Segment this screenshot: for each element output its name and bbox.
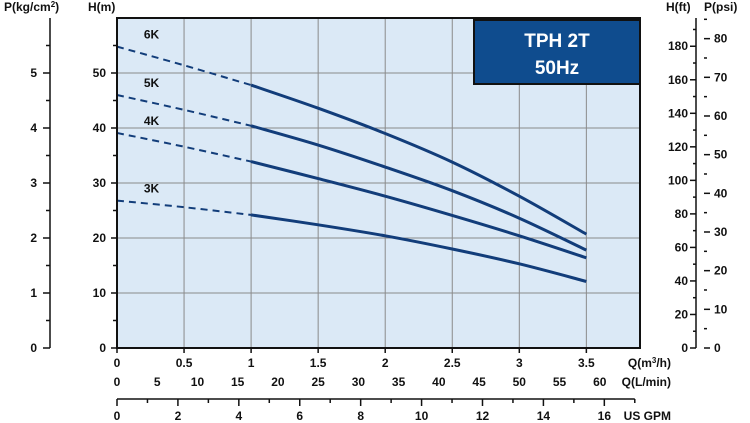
psi-tick-label: 80 xyxy=(714,32,728,46)
curve-labels: 6K 5K 4K 3K xyxy=(144,28,160,196)
gpm-tick-label: 10 xyxy=(415,409,429,423)
curve-4k-solid xyxy=(250,160,587,260)
curve-3k-solid xyxy=(250,213,587,283)
psi-tick-label: 50 xyxy=(714,148,728,162)
y-tick-label: 50 xyxy=(93,66,107,80)
x-tick-label: 3 xyxy=(516,356,523,370)
lmin-tick-label: 10 xyxy=(191,375,205,389)
y-tick-label: 20 xyxy=(93,231,107,245)
title-line-2: 50Hz xyxy=(535,58,579,79)
title-badge: TPH 2T 50Hz xyxy=(473,19,641,85)
gpm-tick-label: 12 xyxy=(476,409,490,423)
lmin-tick-label: 25 xyxy=(311,375,325,389)
head-ft-tick-label: 60 xyxy=(675,240,689,254)
curve-6k-dashed xyxy=(116,45,252,87)
x-tick-label: 2 xyxy=(382,356,389,370)
lmin-tick-label: 20 xyxy=(271,375,285,389)
flow-gpm-axis-label: US GPM xyxy=(624,409,671,423)
curve-label-3k: 3K xyxy=(144,182,160,196)
x-tick-label: 1 xyxy=(248,356,255,370)
gpm-tick-label: 2 xyxy=(175,409,182,423)
lmin-tick-label: 45 xyxy=(472,375,486,389)
psi-tick-label: 60 xyxy=(714,109,728,123)
lmin-tick-label: 0 xyxy=(114,375,121,389)
performance-curves xyxy=(116,45,588,283)
title-badge-box xyxy=(473,19,641,85)
head-axis-label: H(m) xyxy=(88,0,115,14)
gpm-tick-label: 8 xyxy=(357,409,364,423)
lmin-tick-label: 30 xyxy=(352,375,366,389)
head-ft-tick-label: 0 xyxy=(681,341,688,355)
head-ft-tick-label: 120 xyxy=(668,140,688,154)
pressure-kg-tick-label: 3 xyxy=(30,176,37,190)
curve-label-5k: 5K xyxy=(144,76,160,90)
left-pressure-axis-label: P(kg/cm2) xyxy=(4,0,59,14)
curve-6k-solid xyxy=(250,83,588,236)
lmin-tick-label: 15 xyxy=(231,375,245,389)
psi-tick-label: 20 xyxy=(714,264,728,278)
gpm-tick-label: 16 xyxy=(598,409,612,423)
pressure-kg-tick-label: 4 xyxy=(30,121,37,135)
lmin-tick-label: 5 xyxy=(154,375,161,389)
y-tick-label: 30 xyxy=(93,176,107,190)
gpm-tick-label: 4 xyxy=(235,409,242,423)
lmin-tick-label: 40 xyxy=(432,375,446,389)
psi-axis-label: P(psi) xyxy=(704,0,737,14)
gpm-tick-label: 0 xyxy=(114,409,121,423)
grid-lines xyxy=(117,18,640,348)
psi-tick-label: 10 xyxy=(714,302,728,316)
head-ft-tick-label: 40 xyxy=(675,274,689,288)
y-tick-label: 40 xyxy=(93,121,107,135)
head-ft-tick-label: 100 xyxy=(668,173,688,187)
curve-label-4k: 4K xyxy=(144,114,160,128)
pressure-kg-tick-label: 5 xyxy=(30,66,37,80)
x-tick-label: 3.5 xyxy=(578,356,595,370)
pressure-kg-tick-label: 0 xyxy=(30,341,37,355)
title-line-1: TPH 2T xyxy=(524,31,590,52)
head-ft-axis-label: H(ft) xyxy=(666,0,691,14)
head-ft-tick-label: 80 xyxy=(675,207,689,221)
psi-tick-label: 30 xyxy=(714,225,728,239)
curve-3k-dashed xyxy=(116,199,252,216)
psi-tick-label: 70 xyxy=(714,70,728,84)
head-ft-tick-label: 180 xyxy=(668,39,688,53)
flow-m3h-axis-label: Q(m3/h) xyxy=(628,356,671,370)
x-tick-label: 2.5 xyxy=(444,356,461,370)
pressure-kg-tick-label: 1 xyxy=(30,286,37,300)
x-tick-label: 1.5 xyxy=(310,356,327,370)
curve-5k-dashed xyxy=(116,94,252,127)
head-ft-tick-label: 160 xyxy=(668,73,688,87)
x-tick-label: 0 xyxy=(114,356,121,370)
head-ft-tick-label: 140 xyxy=(668,106,688,120)
psi-tick-label: 40 xyxy=(714,186,728,200)
x-tick-label: 0.5 xyxy=(176,356,193,370)
flow-lmin-axis-label: Q(L/min) xyxy=(622,375,671,389)
head-ft-tick-label: 20 xyxy=(675,307,689,321)
lmin-tick-label: 55 xyxy=(553,375,567,389)
pressure-kg-tick-label: 2 xyxy=(30,231,37,245)
lmin-tick-label: 35 xyxy=(392,375,406,389)
gpm-tick-label: 6 xyxy=(296,409,303,423)
curve-5k-solid xyxy=(250,124,588,252)
gpm-tick-label: 14 xyxy=(537,409,551,423)
psi-tick-label: 0 xyxy=(714,341,721,355)
curve-4k-dashed xyxy=(116,131,252,163)
lmin-tick-label: 60 xyxy=(593,375,607,389)
curve-label-6k: 6K xyxy=(144,28,160,42)
y-tick-label: 0 xyxy=(99,341,106,355)
lmin-tick-label: 50 xyxy=(513,375,527,389)
y-tick-label: 10 xyxy=(93,286,107,300)
